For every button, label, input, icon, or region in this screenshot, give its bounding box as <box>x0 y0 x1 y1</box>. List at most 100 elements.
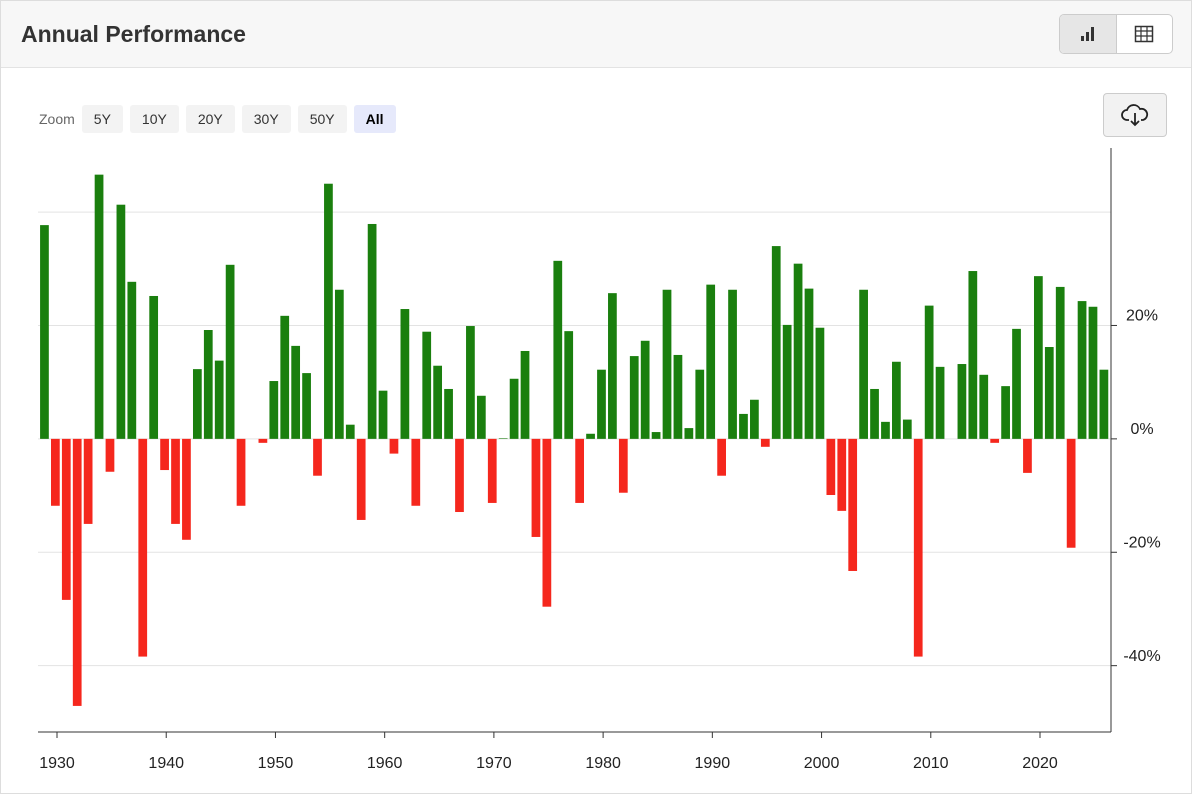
bar <box>324 183 333 439</box>
zoom-button[interactable]: 50Y <box>297 105 347 133</box>
bar <box>40 225 49 439</box>
bar <box>138 438 148 657</box>
bar <box>618 438 628 493</box>
bar <box>1099 369 1109 439</box>
header: Annual Performance <box>1 1 1191 68</box>
bar <box>990 438 1000 443</box>
zoom-button[interactable]: 5Y <box>81 105 123 133</box>
bar <box>553 260 563 439</box>
bar <box>673 354 683 439</box>
bar <box>225 264 235 439</box>
bar <box>662 289 672 439</box>
bar <box>520 350 530 439</box>
bar <box>291 345 301 439</box>
bar <box>706 284 716 439</box>
bar <box>979 374 989 439</box>
bar <box>171 438 180 524</box>
bar <box>269 381 279 439</box>
x-tick-label: 2010 <box>913 755 949 772</box>
zoom-label: Zoom <box>39 111 75 127</box>
bar <box>411 438 421 506</box>
bar <box>214 360 224 439</box>
bar <box>848 438 858 571</box>
bar <box>498 438 508 439</box>
bar <box>902 419 912 439</box>
bar <box>487 438 497 503</box>
download-button[interactable] <box>1103 93 1167 137</box>
bar <box>203 330 213 439</box>
bar <box>367 223 377 439</box>
bar <box>356 438 366 520</box>
bar <box>127 281 137 439</box>
bar <box>640 340 650 439</box>
bar <box>575 438 585 503</box>
bar <box>160 438 169 471</box>
y-tick-label: 0% <box>1130 421 1153 438</box>
x-tick-label: 1930 <box>39 755 75 772</box>
bar <box>859 289 868 439</box>
bar <box>192 369 202 439</box>
zoom-button[interactable]: All <box>353 105 396 133</box>
bar <box>476 395 486 439</box>
bar <box>455 438 464 513</box>
bar <box>826 438 836 495</box>
bar <box>1088 306 1098 439</box>
bar <box>793 263 803 439</box>
zoom-button[interactable]: 20Y <box>185 105 235 133</box>
bar <box>957 364 967 439</box>
y-tick-label: 20% <box>1126 308 1158 325</box>
chart-view-button[interactable] <box>1060 15 1117 53</box>
bar <box>1023 438 1032 473</box>
bar <box>1077 301 1087 439</box>
x-tick-label: 1970 <box>476 755 512 772</box>
table-view-button[interactable] <box>1117 15 1173 53</box>
bar <box>345 424 355 439</box>
x-tick-label: 1950 <box>258 755 294 772</box>
zoom-button[interactable]: 10Y <box>129 105 179 133</box>
bar <box>760 438 770 447</box>
bar <box>881 421 890 439</box>
bar <box>61 438 71 600</box>
bar <box>837 438 847 511</box>
bar <box>892 361 901 439</box>
bar <box>684 428 694 439</box>
bar <box>586 433 595 439</box>
bar <box>771 246 781 439</box>
bar <box>597 369 606 439</box>
bar <box>782 324 792 439</box>
zoom-button[interactable]: 30Y <box>241 105 291 133</box>
bar <box>258 438 268 443</box>
bar <box>695 369 705 439</box>
bar <box>815 327 825 439</box>
bar <box>717 438 726 476</box>
view-toggle <box>1059 14 1173 54</box>
bar <box>804 288 814 439</box>
bar <box>236 438 246 506</box>
y-tick-label: -20% <box>1123 534 1160 551</box>
bar <box>564 331 574 439</box>
bar <box>302 373 311 439</box>
x-tick-label: 1990 <box>695 755 731 772</box>
bar <box>433 365 443 439</box>
bar <box>105 438 115 472</box>
bar <box>1012 328 1021 439</box>
bar <box>1066 438 1076 548</box>
bar <box>280 315 290 439</box>
bar <box>378 390 388 439</box>
bar <box>466 326 475 439</box>
zoom-bar: Zoom 5Y 10Y 20Y 30Y 50Y All <box>39 105 396 133</box>
x-tick-label: 2000 <box>804 755 840 772</box>
bar <box>531 438 541 537</box>
bar <box>608 293 617 439</box>
bar <box>389 438 399 454</box>
bar <box>728 289 737 439</box>
title: Annual Performance <box>21 21 246 47</box>
bar <box>968 271 978 439</box>
bar <box>334 289 344 439</box>
bar <box>651 432 661 439</box>
bar <box>422 331 432 439</box>
x-tick-label: 1980 <box>585 755 621 772</box>
bar <box>935 366 945 439</box>
